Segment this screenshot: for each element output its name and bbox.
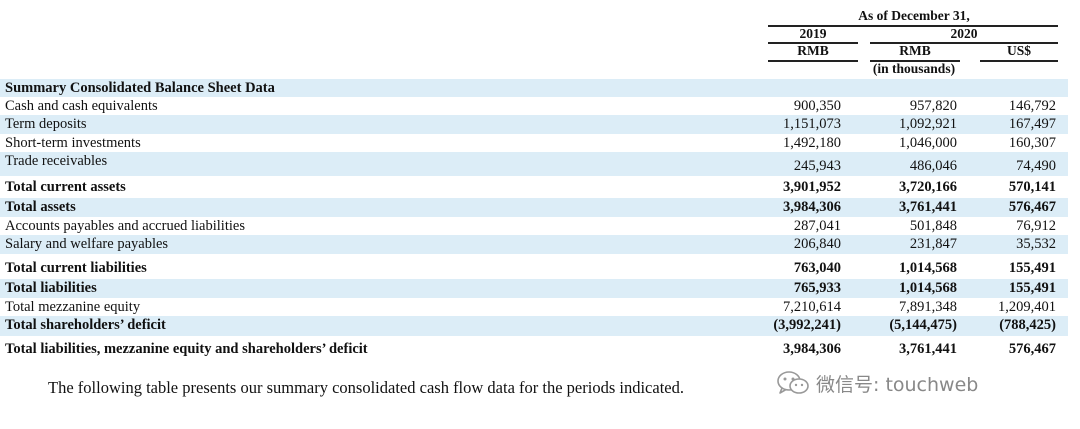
table-row: Total mezzanine equity 7,210,614 7,891,3…	[0, 298, 1068, 316]
table-row: Salary and welfare payables 206,840 231,…	[0, 235, 1068, 254]
value-2020: 231,847	[909, 236, 957, 252]
value-2020: 3,720,166	[899, 179, 957, 195]
value-usd: 74,490	[1016, 158, 1056, 174]
table-row: Total liabilities 765,933 1,014,568 155,…	[0, 279, 1068, 298]
value-2019: 765,933	[793, 280, 841, 296]
table-row: Total current liabilities 763,040 1,014,…	[0, 259, 1068, 277]
row-label: Accounts payables and accrued liabilitie…	[5, 218, 245, 234]
value-2019: 245,943	[793, 158, 841, 174]
value-usd: 570,141	[1008, 179, 1056, 195]
year-2020-header: 2020	[950, 26, 978, 41]
currency-usd-header: US$	[1006, 43, 1031, 58]
table-row: Term deposits 1,151,073 1,092,921 167,49…	[0, 115, 1068, 134]
value-2020: 957,820	[909, 98, 957, 114]
value-2019: 763,040	[793, 260, 841, 276]
header-rule-2019	[768, 42, 858, 44]
table-row: Total current assets 3,901,952 3,720,166…	[0, 178, 1068, 196]
header-rule-col-2019	[768, 60, 858, 62]
year-2019-header: 2019	[799, 26, 827, 41]
section-title: Summary Consolidated Balance Sheet Data	[5, 80, 275, 96]
value-2020: 1,092,921	[899, 116, 957, 132]
cash-flow-intro-text: The following table presents our summary…	[48, 378, 684, 397]
value-2020: 3,761,441	[899, 341, 957, 357]
table-row: Total assets 3,984,306 3,761,441 576,467	[0, 198, 1068, 217]
row-label: Term deposits	[5, 116, 87, 132]
table-row: Total shareholders’ deficit (3,992,241) …	[0, 316, 1068, 336]
value-2020: 1,014,568	[899, 260, 957, 276]
value-usd: 167,497	[1008, 116, 1056, 132]
currency-2020-header: RMB	[899, 43, 931, 58]
unit-header: (in thousands)	[872, 61, 956, 76]
row-label: Total liabilities	[5, 280, 97, 296]
value-2020: 486,046	[909, 158, 957, 174]
value-usd: 35,532	[1016, 236, 1056, 252]
row-label: Total mezzanine equity	[5, 299, 141, 315]
table-row: Trade receivables 245,943 486,046 74,490	[0, 152, 1068, 176]
value-2019: 3,984,306	[783, 199, 841, 215]
value-usd: 1,209,401	[998, 299, 1056, 315]
value-2020: 501,848	[909, 218, 957, 234]
value-2019: 1,151,073	[783, 116, 841, 132]
row-label: Total current assets	[5, 179, 126, 195]
row-label: Total assets	[5, 199, 76, 215]
value-2020: 3,761,441	[899, 199, 957, 215]
row-label: Total liabilities, mezzanine equity and …	[5, 341, 368, 357]
value-2019: 287,041	[793, 218, 841, 234]
watermark-text: 微信号: touchweb	[816, 373, 979, 396]
as-of-header: As of December 31,	[858, 8, 970, 23]
value-usd: 576,467	[1008, 199, 1056, 215]
row-label: Total shareholders’ deficit	[5, 317, 166, 333]
wechat-icon	[776, 370, 810, 396]
value-usd: 76,912	[1016, 218, 1056, 234]
value-2020: (5,144,475)	[889, 317, 957, 333]
table-row: Short-term investments 1,492,180 1,046,0…	[0, 134, 1068, 152]
wechat-watermark: 微信号: touchweb	[776, 369, 978, 397]
value-2019: 206,840	[793, 236, 841, 252]
table-row: Total liabilities, mezzanine equity and …	[0, 340, 1068, 358]
value-usd: 160,307	[1008, 135, 1056, 151]
row-label: Total current liabilities	[5, 260, 147, 276]
value-usd: (788,425)	[999, 317, 1056, 333]
value-usd: 155,491	[1008, 260, 1056, 276]
value-2019: 3,901,952	[783, 179, 841, 195]
value-usd: 576,467	[1008, 341, 1056, 357]
header-rule-2020	[870, 42, 1058, 44]
value-2020: 7,891,348	[899, 299, 957, 315]
row-label: Salary and welfare payables	[5, 236, 169, 252]
value-2019: 1,492,180	[783, 135, 841, 151]
value-2019: 900,350	[793, 98, 841, 114]
currency-2019-header: RMB	[797, 43, 829, 58]
value-2019: 7,210,614	[783, 299, 841, 315]
value-2019: (3,992,241)	[773, 317, 841, 333]
header-rule-col-2020	[870, 60, 960, 62]
header-rule-col-usd	[980, 60, 1058, 62]
row-label: Short-term investments	[5, 135, 141, 151]
value-2019: 3,984,306	[783, 341, 841, 357]
value-2020: 1,014,568	[899, 280, 957, 296]
value-2020: 1,046,000	[899, 135, 957, 151]
row-label: Trade receivables	[5, 153, 108, 169]
header-rule-top	[768, 25, 1058, 27]
table-row: Cash and cash equivalents 900,350 957,82…	[0, 97, 1068, 115]
value-usd: 155,491	[1008, 280, 1056, 296]
section-title-row: Summary Consolidated Balance Sheet Data	[0, 79, 1068, 97]
value-usd: 146,792	[1008, 98, 1056, 114]
table-row: Accounts payables and accrued liabilitie…	[0, 217, 1068, 235]
row-label: Cash and cash equivalents	[5, 98, 158, 114]
